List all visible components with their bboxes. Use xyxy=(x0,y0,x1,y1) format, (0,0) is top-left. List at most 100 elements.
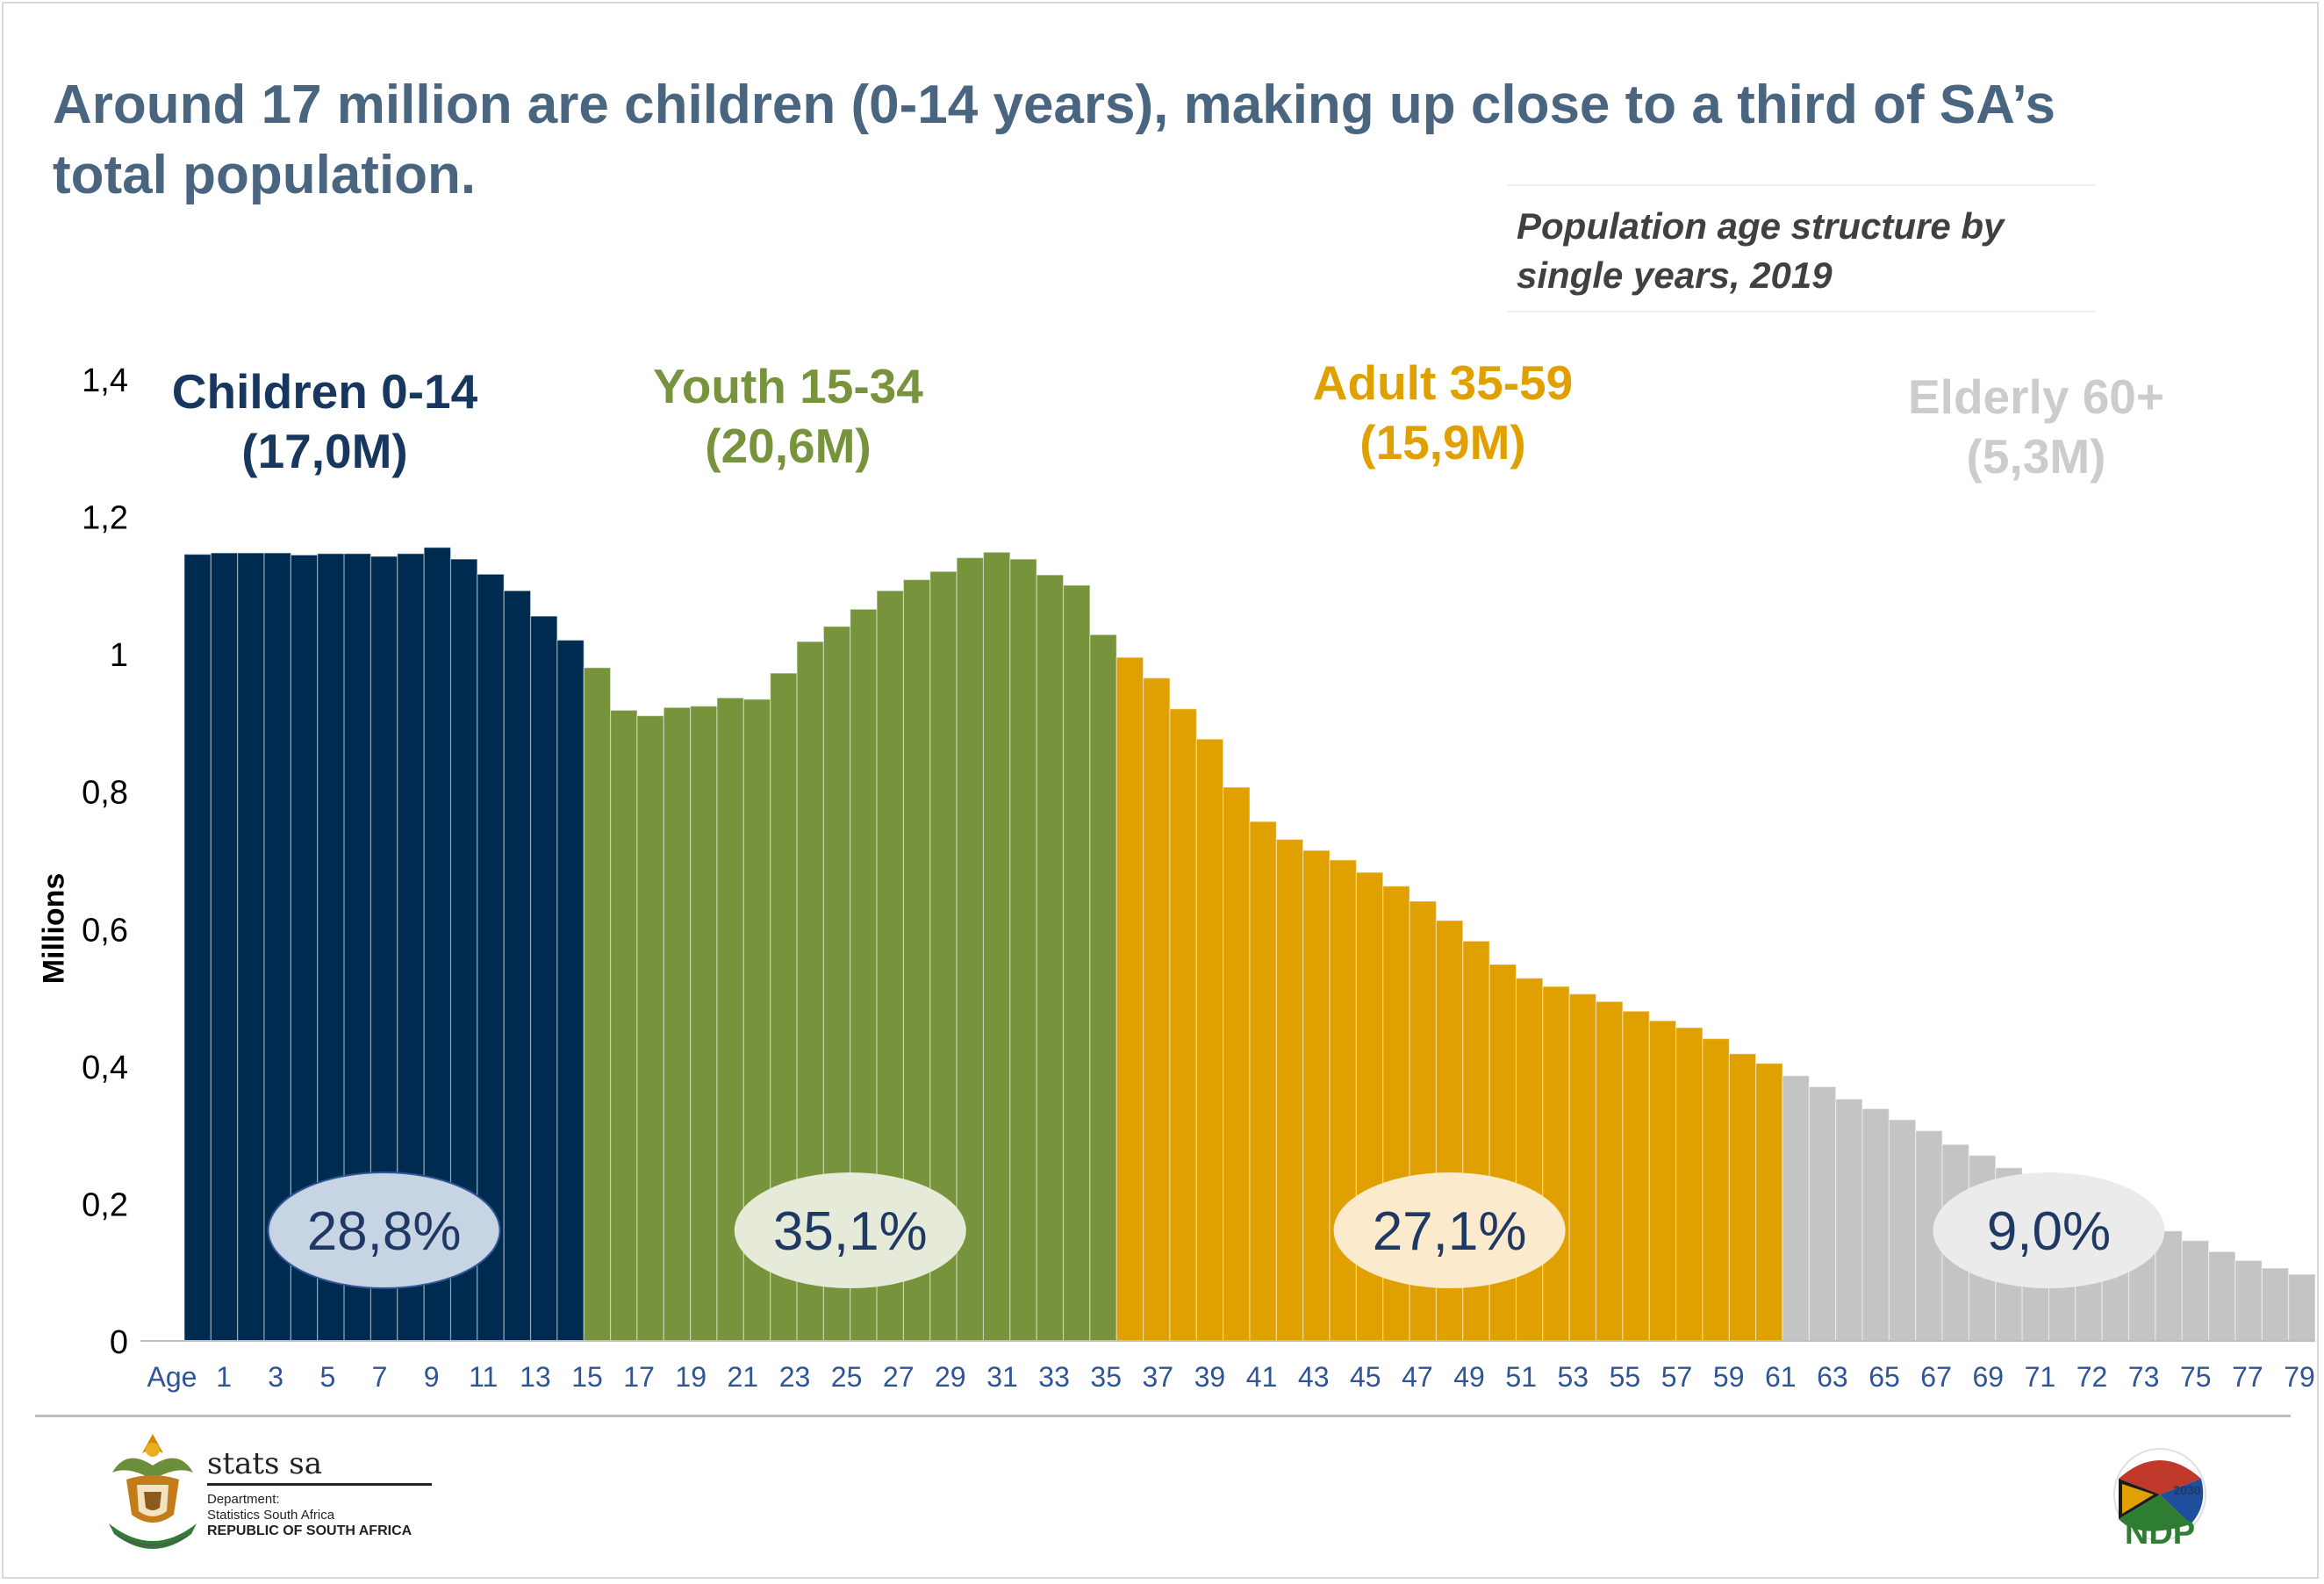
x-tick-label: 61 xyxy=(1765,1361,1797,1393)
bar-age-63 xyxy=(1861,1107,1890,1342)
x-tick-label: 51 xyxy=(1505,1361,1537,1393)
bar-age-58 xyxy=(1728,1053,1757,1342)
bar-age-30 xyxy=(982,551,1011,1342)
bar-age-2 xyxy=(237,552,265,1342)
stats-sa-footer: stats sa Department: Statistics South Af… xyxy=(70,1422,456,1562)
x-tick-label: 3 xyxy=(268,1361,283,1393)
bar-age-64 xyxy=(1888,1119,1917,1342)
x-tick-label: 25 xyxy=(831,1361,863,1393)
x-tick-label: 77 xyxy=(2232,1361,2263,1393)
bar-age-43 xyxy=(1329,859,1358,1342)
ndp-year: 2030 xyxy=(2173,1483,2200,1497)
bar-age-39 xyxy=(1223,786,1251,1342)
x-tick-label: 13 xyxy=(520,1361,551,1393)
x-tick-label: 9 xyxy=(424,1361,440,1393)
group-name: Youth 15-34 xyxy=(653,359,923,413)
y-tick-label: 1,4 xyxy=(82,362,128,399)
group-total: (20,6M) xyxy=(705,419,872,473)
bar-age-42 xyxy=(1302,849,1331,1342)
dept-line-1: Department: xyxy=(207,1492,280,1507)
bar-age-76 xyxy=(2208,1251,2236,1342)
bar-age-16 xyxy=(609,709,638,1342)
dept-line-2: Statistics South Africa xyxy=(207,1508,335,1523)
share-ellipse xyxy=(1933,1172,2165,1288)
x-tick-label: 59 xyxy=(1713,1361,1745,1393)
x-tick-label: 11 xyxy=(469,1361,498,1393)
group-label-children: Children 0-14 (17,0M) xyxy=(97,362,553,481)
group-label-adult: Adult 35-59 (15,9M) xyxy=(1215,353,1671,472)
x-tick-label: 41 xyxy=(1246,1361,1278,1393)
share-label: 35,1% xyxy=(773,1201,928,1262)
share-label: 27,1% xyxy=(1373,1201,1527,1262)
group-total: (5,3M) xyxy=(1966,429,2106,484)
y-tick-label: 0,2 xyxy=(82,1186,128,1223)
x-tick-label: 29 xyxy=(935,1361,966,1393)
org-name: stats sa xyxy=(207,1446,323,1481)
group-label-youth: Youth 15-34 (20,6M) xyxy=(560,356,1016,476)
group-name: Adult 35-59 xyxy=(1312,355,1574,410)
x-ticks-layer: Age 1 3 5 7 9 11 13 15 17 19 21 23 25 27 29 31 33 35 37 39 41… xyxy=(147,1361,2315,1393)
ndp-text: NDP xyxy=(2125,1515,2195,1552)
x-tick-label: 53 xyxy=(1558,1361,1589,1393)
x-tick-label: 17 xyxy=(623,1361,655,1393)
bar-age-51 xyxy=(1542,986,1570,1342)
y-tick-label: 1 xyxy=(110,637,128,674)
x-tick-label: 45 xyxy=(1350,1361,1381,1393)
x-tick-label: 69 xyxy=(1973,1361,2005,1393)
x-tick-label: 72 xyxy=(2077,1361,2108,1393)
x-tick-label: 71 xyxy=(2025,1361,2056,1393)
share-label: 9,0% xyxy=(1987,1201,2111,1262)
x-tick-label: 33 xyxy=(1038,1361,1070,1393)
bar-age-34 xyxy=(1089,634,1117,1342)
x-tick-label: 79 xyxy=(2284,1361,2315,1393)
bar-age-77 xyxy=(2234,1259,2263,1342)
x-tick-label: 63 xyxy=(1817,1361,1848,1393)
bar-age-59 xyxy=(1755,1063,1783,1342)
bar-age-50 xyxy=(1515,978,1544,1342)
bar-age-12 xyxy=(503,590,532,1342)
group-total: (15,9M) xyxy=(1359,415,1526,469)
bar-age-33 xyxy=(1062,584,1091,1342)
org-name-rule xyxy=(207,1483,432,1486)
bar-age-38 xyxy=(1195,738,1224,1342)
x-tick-label: 37 xyxy=(1143,1361,1174,1393)
group-name: Children 0-14 xyxy=(171,364,478,419)
bar-age-74 xyxy=(2155,1230,2183,1342)
x-tick-label: 67 xyxy=(1920,1361,1952,1393)
bar-age-13 xyxy=(529,615,558,1342)
x-tick-label: 27 xyxy=(883,1361,915,1393)
bar-age-14 xyxy=(556,639,585,1342)
footer-divider xyxy=(35,1415,2291,1417)
x-tick-label: 15 xyxy=(571,1361,603,1393)
share-label: 28,8% xyxy=(307,1201,462,1262)
bar-age-60 xyxy=(1782,1075,1810,1342)
bar-age-29 xyxy=(956,556,985,1342)
bar-age-15 xyxy=(583,667,612,1342)
bar-age-56 xyxy=(1675,1027,1704,1342)
x-tick-label: 39 xyxy=(1194,1361,1226,1393)
x-tick-label: 31 xyxy=(986,1361,1018,1393)
bar-age-49 xyxy=(1488,964,1517,1342)
share-ellipse xyxy=(734,1172,966,1288)
bar-age-75 xyxy=(2181,1240,2210,1342)
ndp-2030-logo: 2030 NDP xyxy=(2113,1448,2206,1552)
x-tick-label: 65 xyxy=(1869,1361,1900,1393)
x-tick-label: 49 xyxy=(1453,1361,1485,1393)
bar-age-52 xyxy=(1568,993,1597,1342)
x-tick-label: 75 xyxy=(2180,1361,2212,1393)
bar-age-55 xyxy=(1648,1020,1677,1342)
bar-age-0 xyxy=(183,554,212,1342)
share-ellipse xyxy=(267,1172,501,1289)
bar-age-32 xyxy=(1036,574,1065,1342)
x-tick-label: 73 xyxy=(2128,1361,2160,1393)
bar-age-1 xyxy=(210,552,239,1342)
group-name: Elderly 60+ xyxy=(1908,369,2164,424)
dept-line-3: REPUBLIC OF SOUTH AFRICA xyxy=(207,1523,412,1538)
chart-subtitle: Population age structure by single years… xyxy=(1517,205,2005,296)
y-tick-label: 0,8 xyxy=(82,775,128,812)
x-tick-label: 55 xyxy=(1610,1361,1641,1393)
subtitle-box: Population age structure by single years… xyxy=(1508,184,2096,312)
bar-age-57 xyxy=(1702,1037,1730,1342)
x-tick-label: 1 xyxy=(216,1361,232,1393)
